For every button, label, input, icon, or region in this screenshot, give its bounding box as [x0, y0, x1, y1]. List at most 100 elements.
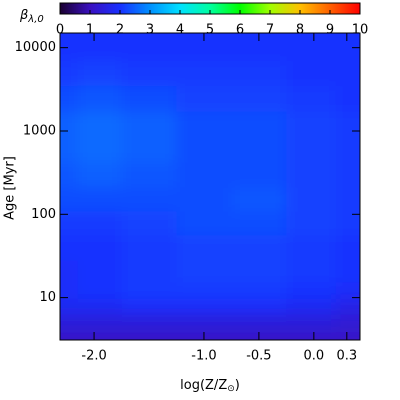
heatmap-cell: [231, 211, 287, 236]
y-tick-label: 1000: [23, 123, 56, 138]
heatmap-cell: [286, 331, 337, 340]
heatmap-cell: [335, 187, 360, 212]
heatmap-cell: [231, 298, 287, 315]
heatmap-cell: [176, 111, 232, 138]
heatmap-cell: [121, 60, 177, 86]
x-tick-label: 0.0: [304, 349, 325, 364]
heatmap-cell: [121, 331, 177, 340]
colorbar-tick-label: 9: [326, 23, 334, 38]
heatmap-cell: [77, 187, 123, 212]
heatmap-cell: [231, 60, 287, 86]
heatmap-cell: [176, 85, 232, 112]
heatmap-cell: [77, 60, 123, 86]
heatmap-cell: [77, 281, 123, 299]
heatmap-cell: [335, 281, 360, 299]
heatmap-cell: [335, 211, 360, 236]
heatmap-cell: [286, 211, 337, 236]
heatmap-cell: [335, 162, 360, 188]
heatmap-cell: [60, 33, 79, 41]
colorbar-tick-label: 0: [56, 23, 64, 38]
heatmap: [60, 33, 360, 340]
colorbar-tick-label: 2: [116, 23, 124, 38]
heatmap-cell: [335, 298, 360, 315]
heatmap-cell: [231, 136, 287, 163]
heatmap-cell: [121, 314, 177, 333]
heatmap-cell: [286, 298, 337, 315]
heatmap-cell: [60, 234, 79, 261]
x-tick-label: 0.3: [336, 349, 357, 364]
heatmap-cell: [231, 111, 287, 138]
heatmap-cell: [121, 111, 177, 138]
x-tick-label: -0.5: [246, 349, 271, 364]
heatmap-cell: [286, 187, 337, 212]
heatmap-cell: [121, 260, 177, 283]
heatmap-cell: [77, 33, 123, 41]
colorbar-tick-label: 8: [296, 23, 304, 38]
heatmap-cell: [77, 136, 123, 163]
heatmap-cell: [231, 234, 287, 261]
heatmap-cell: [77, 331, 123, 340]
colorbar-symbol: β: [19, 8, 28, 23]
colorbar-tick-label: 5: [206, 23, 214, 38]
heatmap-cell: [286, 234, 337, 261]
x-label-main: log(Z/Z: [180, 378, 227, 393]
y-tick-label: 10000: [15, 40, 56, 55]
x-axis-label: log(Z/Z⊙): [180, 378, 240, 394]
heatmap-cell: [60, 60, 79, 86]
y-tick-label: 100: [31, 207, 56, 222]
heatmap-cell: [286, 85, 337, 112]
heatmap-cell: [60, 260, 79, 283]
heatmap-cell: [60, 85, 79, 112]
heatmap-cell: [60, 187, 79, 212]
heatmap-cell: [335, 234, 360, 261]
heatmap-cell: [176, 281, 232, 299]
heatmap-cell: [231, 162, 287, 188]
heatmap-cell: [176, 260, 232, 283]
heatmap-cell: [121, 234, 177, 261]
colorbar-tick-label: 4: [176, 23, 184, 38]
heatmap-cell: [335, 260, 360, 283]
heatmap-cell: [335, 111, 360, 138]
colorbar-label: βλ,0: [19, 8, 44, 26]
heatmap-cell: [60, 162, 79, 188]
heatmap-cell: [231, 260, 287, 283]
heatmap-cell: [121, 40, 177, 61]
heatmap-cell: [60, 281, 79, 299]
heatmap-cell: [286, 281, 337, 299]
heatmap-cell: [335, 40, 360, 61]
heatmap-cell: [231, 187, 287, 212]
y-axis-label: Age [Myr]: [3, 156, 18, 220]
heatmap-cell: [176, 187, 232, 212]
heatmap-cell: [60, 40, 79, 61]
colorbar-subscript: λ,0: [27, 14, 43, 25]
heatmap-cell: [286, 136, 337, 163]
heatmap-cell: [286, 40, 337, 61]
heatmap-cell: [335, 33, 360, 41]
heatmap-cell: [176, 40, 232, 61]
heatmap-cell: [286, 60, 337, 86]
heatmap-cell: [176, 211, 232, 236]
heatmap-cell: [77, 162, 123, 188]
heatmap-cell: [121, 162, 177, 188]
heatmap-cell: [176, 162, 232, 188]
x-tick-label: -1.0: [191, 349, 216, 364]
colorbar-tick-label: 7: [266, 23, 274, 38]
heatmap-cell: [335, 136, 360, 163]
heatmap-cell: [121, 136, 177, 163]
heatmap-cell: [77, 211, 123, 236]
heatmap-cell: [335, 85, 360, 112]
colorbar-tick-label: 3: [146, 23, 154, 38]
x-label-end: ): [235, 378, 240, 393]
heatmap-cell: [121, 281, 177, 299]
heatmap-cell: [286, 314, 337, 333]
heatmap-cell: [286, 33, 337, 41]
heatmap-cell: [176, 234, 232, 261]
heatmap-cell: [121, 298, 177, 315]
heatmap-cell: [231, 314, 287, 333]
heatmap-cell: [77, 234, 123, 261]
heatmap-cell: [77, 85, 123, 112]
heatmap-cell: [121, 211, 177, 236]
heatmap-cell: [60, 331, 79, 340]
colorbar-tick-label: 10: [352, 23, 369, 38]
